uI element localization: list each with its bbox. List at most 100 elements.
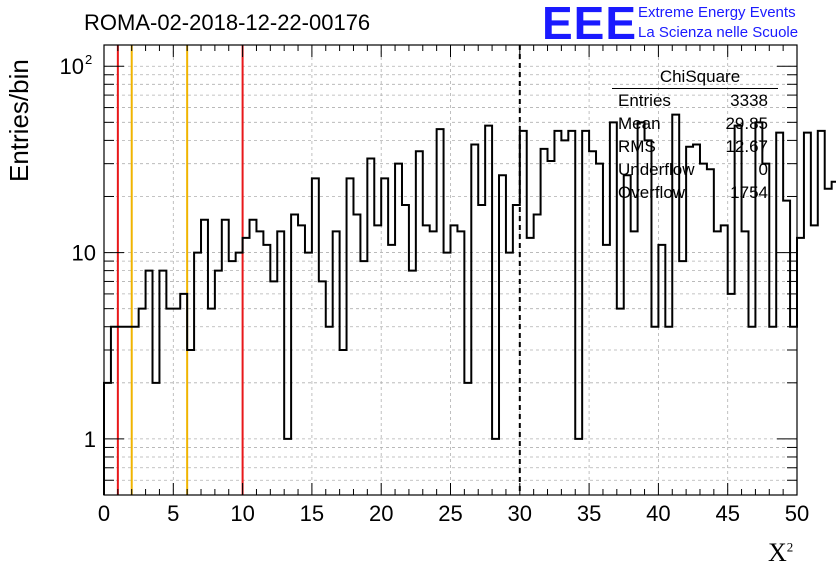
- histogram-bin: [374, 225, 381, 495]
- histogram-bin: [651, 327, 658, 495]
- histogram-bin: [617, 309, 624, 495]
- histogram-bin: [762, 164, 769, 495]
- histogram-bin: [139, 309, 146, 495]
- histogram-bin: [485, 126, 492, 495]
- histogram-bin: [173, 309, 180, 495]
- histogram-bin: [548, 161, 555, 495]
- x-tick-label: 35: [577, 501, 601, 526]
- histogram-bin: [797, 238, 804, 495]
- histogram-bin: [437, 129, 444, 495]
- stats-value: 12.67: [725, 137, 768, 156]
- x-axis-label-superscript: 2: [786, 539, 794, 555]
- histogram-bin: [603, 245, 610, 495]
- histogram-bin: [229, 261, 236, 495]
- histogram-bin: [818, 131, 825, 495]
- stats-label: Overflow: [618, 183, 686, 202]
- stats-title: ChiSquare: [612, 66, 778, 89]
- x-tick-label: 0: [98, 501, 110, 526]
- x-axis-label-symbol: X: [768, 538, 787, 567]
- x-tick-label: 30: [508, 501, 532, 526]
- stats-row-underflow: Underflow 0: [612, 158, 778, 181]
- histogram-bin: [582, 131, 589, 495]
- histogram-bin: [596, 164, 603, 495]
- histogram-bin: [471, 145, 478, 495]
- y-tick-label: 1: [84, 427, 96, 452]
- x-tick-label: 15: [300, 501, 324, 526]
- eee-logo: EEE Extreme Energy Events La Scienza nel…: [540, 0, 836, 49]
- histogram-bin: [707, 169, 714, 495]
- histogram-bin: [769, 327, 776, 495]
- stats-value: 0: [758, 160, 768, 179]
- stats-label: Entries: [618, 91, 671, 110]
- y-tick-label-superscript: 2: [85, 52, 92, 67]
- histogram-bin: [783, 201, 790, 495]
- histogram-bin: [180, 294, 187, 495]
- stats-row-mean: Mean 29.85: [612, 112, 778, 135]
- x-tick-label: 5: [167, 501, 179, 526]
- histogram-bin: [444, 253, 451, 495]
- x-tick-label: 50: [785, 501, 809, 526]
- histogram-bin: [728, 294, 735, 495]
- stats-value: 29.85: [725, 114, 768, 133]
- reference-lines: [116, 45, 521, 495]
- histogram-bin: [721, 225, 728, 495]
- histogram-bin: [298, 225, 305, 495]
- y-tick-label: 10: [60, 54, 84, 79]
- histogram-bin: [360, 261, 367, 495]
- histogram-bin: [194, 253, 201, 495]
- histogram-bin: [700, 164, 707, 495]
- histogram-bin: [125, 327, 132, 495]
- histogram-bin: [520, 131, 527, 495]
- histogram-bin: [111, 327, 118, 495]
- histogram-bin: [568, 131, 575, 495]
- histogram-bin: [319, 281, 326, 495]
- x-tick-label: 25: [438, 501, 462, 526]
- run-title: ROMA-02-2018-12-22-00176: [84, 10, 371, 35]
- histogram-bin: [291, 215, 298, 495]
- stats-label: RMS: [618, 137, 656, 156]
- stats-row-overflow: Overflow 1754: [612, 181, 778, 204]
- histogram-bin: [132, 327, 139, 495]
- histogram-bin: [534, 215, 541, 495]
- stats-label: Mean: [618, 114, 661, 133]
- y-axis-label: Entries/bin: [4, 59, 34, 182]
- histogram-bin: [270, 281, 277, 495]
- histogram-bin: [388, 245, 395, 495]
- x-tick-label: 45: [715, 501, 739, 526]
- histogram-bin: [825, 189, 832, 495]
- histogram-bin: [554, 131, 561, 495]
- stats-box: ChiSquare Entries 3338 Mean 29.85 RMS 12.67…: [612, 66, 778, 204]
- histogram-bin: [263, 245, 270, 495]
- histogram-bin: [679, 261, 686, 495]
- histogram-bin: [243, 238, 250, 495]
- histogram-bin: [423, 225, 430, 495]
- histogram-bin: [658, 245, 665, 495]
- histogram-bin: [748, 327, 755, 495]
- histogram-bin: [832, 182, 836, 495]
- histogram-bin: [353, 215, 360, 495]
- y-tick-label: 10: [72, 241, 96, 266]
- histogram-bin: [790, 327, 797, 495]
- stats-row-rms: RMS 12.67: [612, 135, 778, 158]
- x-tick-label: 40: [646, 501, 670, 526]
- logo-line-1: Extreme Energy Events: [638, 4, 796, 21]
- histogram-bin: [451, 225, 458, 495]
- logo-line-2: La Scienza nelle Scuole: [638, 24, 799, 41]
- logo-mark: EEE: [542, 0, 638, 49]
- histogram-bin: [166, 309, 173, 495]
- x-tick-label: 10: [230, 501, 254, 526]
- stats-value: 1754: [730, 183, 768, 202]
- histogram-bin: [804, 133, 811, 495]
- stats-value: 3338: [730, 91, 768, 110]
- histogram-bin: [665, 327, 672, 495]
- histogram-bin: [187, 350, 194, 495]
- histogram-path: [103, 113, 836, 495]
- histogram-bin: [589, 151, 596, 495]
- x-tick-label: 20: [369, 501, 393, 526]
- histogram-series: [103, 113, 836, 495]
- stats-row-entries: Entries 3338: [612, 89, 778, 112]
- histogram-bin: [305, 253, 312, 495]
- histogram-bin: [561, 140, 568, 495]
